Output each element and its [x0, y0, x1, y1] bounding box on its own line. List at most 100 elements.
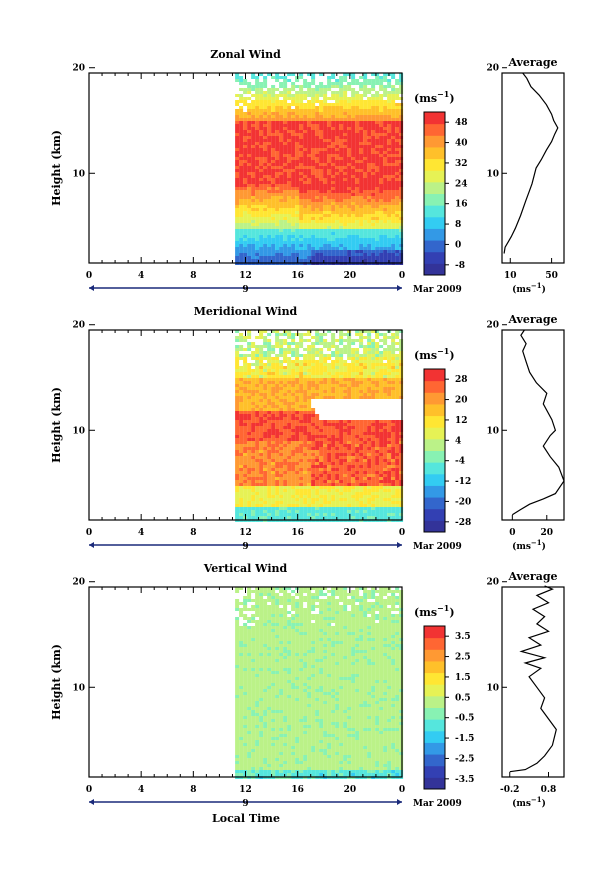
heatmap-cell [255, 196, 260, 199]
heatmap-cell [355, 354, 360, 357]
heatmap-cell [303, 103, 308, 106]
heatmap-cell [307, 223, 312, 226]
heatmap-cell [311, 136, 316, 139]
heatmap-cell [343, 516, 348, 519]
heatmap-cell [235, 330, 240, 333]
heatmap-cell [239, 369, 244, 372]
heatmap-cell [335, 181, 340, 184]
heatmap-cell [391, 393, 396, 396]
heatmap-cell [375, 91, 380, 94]
heatmap-cell [247, 495, 252, 498]
heatmap-cell [367, 498, 372, 501]
heatmap-cell [271, 381, 276, 384]
heatmap-cell [243, 247, 248, 250]
heatmap-cell [299, 181, 304, 184]
heatmap-cell [271, 444, 276, 447]
heatmap-cell [267, 402, 272, 405]
heatmap-cell [351, 423, 356, 426]
heatmap-cell [295, 106, 300, 109]
heatmap-cell [351, 190, 356, 193]
heatmap-cell [255, 229, 260, 232]
heatmap-cell [299, 112, 304, 115]
heatmap-cell [367, 369, 372, 372]
heatmap-cell [391, 450, 396, 453]
heatmap-cell [371, 444, 376, 447]
heatmap-cell [255, 124, 260, 127]
heatmap-cell [291, 498, 296, 501]
heatmap-cell [327, 504, 332, 507]
heatmap-cell [299, 121, 304, 124]
heatmap-cell [271, 244, 276, 247]
heatmap-cell [247, 106, 252, 109]
heatmap-cell [263, 504, 268, 507]
heatmap-cell [367, 495, 372, 498]
heatmap-cell [391, 435, 396, 438]
heatmap-cell [347, 504, 352, 507]
heatmap-cell [243, 357, 248, 360]
heatmap-cell [363, 351, 368, 354]
heatmap-cell [343, 435, 348, 438]
heatmap-cell [291, 166, 296, 169]
heatmap-cell [251, 196, 256, 199]
heatmap-cell [395, 112, 400, 115]
heatmap-cell [243, 510, 248, 513]
heatmap-cell [323, 474, 328, 477]
heatmap-cell [375, 232, 380, 235]
heatmap-cell [235, 450, 240, 453]
heatmap-cell [259, 477, 264, 480]
heatmap-cell [379, 468, 384, 471]
heatmap-cell [391, 462, 396, 465]
heatmap-cell [379, 145, 384, 148]
heatmap-cell [347, 444, 352, 447]
heatmap-cell [271, 256, 276, 259]
heatmap-cell [343, 348, 348, 351]
heatmap-cell [247, 480, 252, 483]
heatmap-cell [335, 354, 340, 357]
heatmap-cell [287, 471, 292, 474]
heatmap-cell [303, 154, 308, 157]
heatmap-cell [387, 357, 392, 360]
heatmap-cell [279, 169, 284, 172]
heatmap-cell [367, 357, 372, 360]
heatmap-cell [327, 462, 332, 465]
colorbar-tick-label: 16 [455, 200, 468, 210]
heatmap-cell [355, 136, 360, 139]
heatmap-cell [287, 193, 292, 196]
heatmap-cell [379, 387, 384, 390]
heatmap-cell [359, 384, 364, 387]
heatmap-cell [371, 139, 376, 142]
heatmap-cell [343, 154, 348, 157]
heatmap-cell [351, 441, 356, 444]
heatmap-cell [355, 118, 360, 121]
heatmap-cell [307, 178, 312, 181]
heatmap-cell [311, 199, 316, 202]
heatmap-cell [375, 94, 380, 97]
heatmap-cell [311, 151, 316, 154]
heatmap-cell [351, 91, 356, 94]
heatmap-cell [259, 220, 264, 223]
heatmap-cell [267, 363, 272, 366]
heatmap-cell [335, 244, 340, 247]
heatmap-cell [243, 465, 248, 468]
heatmap-cell [343, 477, 348, 480]
heatmap-cell [291, 103, 296, 106]
heatmap-cell [391, 468, 396, 471]
heatmap-cell [343, 160, 348, 163]
heatmap-cell [319, 486, 324, 489]
heatmap-cell [303, 130, 308, 133]
heatmap-cell [255, 426, 260, 429]
heatmap-cell [255, 112, 260, 115]
y-axis-label: Height (km) [50, 387, 63, 463]
heatmap-cell [295, 474, 300, 477]
heatmap-cell [287, 253, 292, 256]
heatmap-cell [243, 495, 248, 498]
heatmap-cell [291, 420, 296, 423]
heatmap-cell [335, 393, 340, 396]
heatmap-cell [323, 181, 328, 184]
heatmap-cell [291, 489, 296, 492]
heatmap-cell [283, 133, 288, 136]
heatmap-cell [331, 124, 336, 127]
heatmap-cell [363, 477, 368, 480]
heatmap-cell [367, 184, 372, 187]
